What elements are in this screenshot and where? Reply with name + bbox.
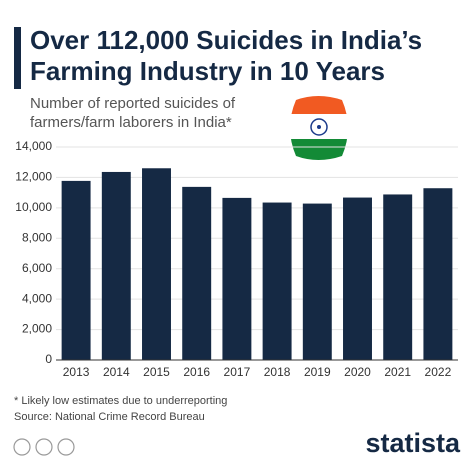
bar <box>142 168 171 360</box>
y-tick-label: 2,000 <box>22 322 52 336</box>
footnote: * Likely low estimates due to underrepor… <box>14 395 227 407</box>
chart-subtitle: farmers/farm laborers in India* <box>30 114 232 131</box>
y-tick-label: 0 <box>45 352 52 366</box>
y-tick-label: 14,000 <box>15 139 52 153</box>
chart-subtitle: Number of reported suicides of <box>30 95 236 112</box>
title-accent <box>14 27 21 89</box>
y-tick-label: 6,000 <box>22 261 52 275</box>
y-tick-label: 10,000 <box>15 200 52 214</box>
x-tick-label: 2020 <box>344 365 371 379</box>
x-tick-label: 2014 <box>103 365 130 379</box>
x-tick-label: 2018 <box>264 365 291 379</box>
x-tick-label: 2017 <box>224 365 251 379</box>
x-tick-label: 2021 <box>384 365 411 379</box>
bar <box>222 197 252 360</box>
x-tick-label: 2016 <box>183 365 210 379</box>
chart-title: Over 112,000 Suicides in India’s <box>30 25 422 55</box>
india-flag <box>290 96 348 160</box>
license-icons <box>13 438 75 456</box>
bar <box>423 188 453 360</box>
x-tick-label: 2015 <box>143 365 170 379</box>
logo: statista <box>365 428 461 458</box>
bar <box>383 194 413 360</box>
y-tick-label: 4,000 <box>22 291 52 305</box>
bar <box>302 203 332 360</box>
bar <box>182 186 212 360</box>
x-tick-label: 2013 <box>63 365 90 379</box>
y-tick-label: 8,000 <box>22 230 52 244</box>
bar <box>343 197 372 360</box>
bar <box>101 171 131 360</box>
bar <box>61 180 91 360</box>
x-tick-label: 2019 <box>304 365 331 379</box>
y-tick-label: 12,000 <box>15 170 52 184</box>
x-tick-label: 2022 <box>425 365 452 379</box>
bar <box>262 202 292 360</box>
source: Source: National Crime Record Bureau <box>14 411 205 423</box>
chart-title: Farming Industry in 10 Years <box>30 56 385 86</box>
